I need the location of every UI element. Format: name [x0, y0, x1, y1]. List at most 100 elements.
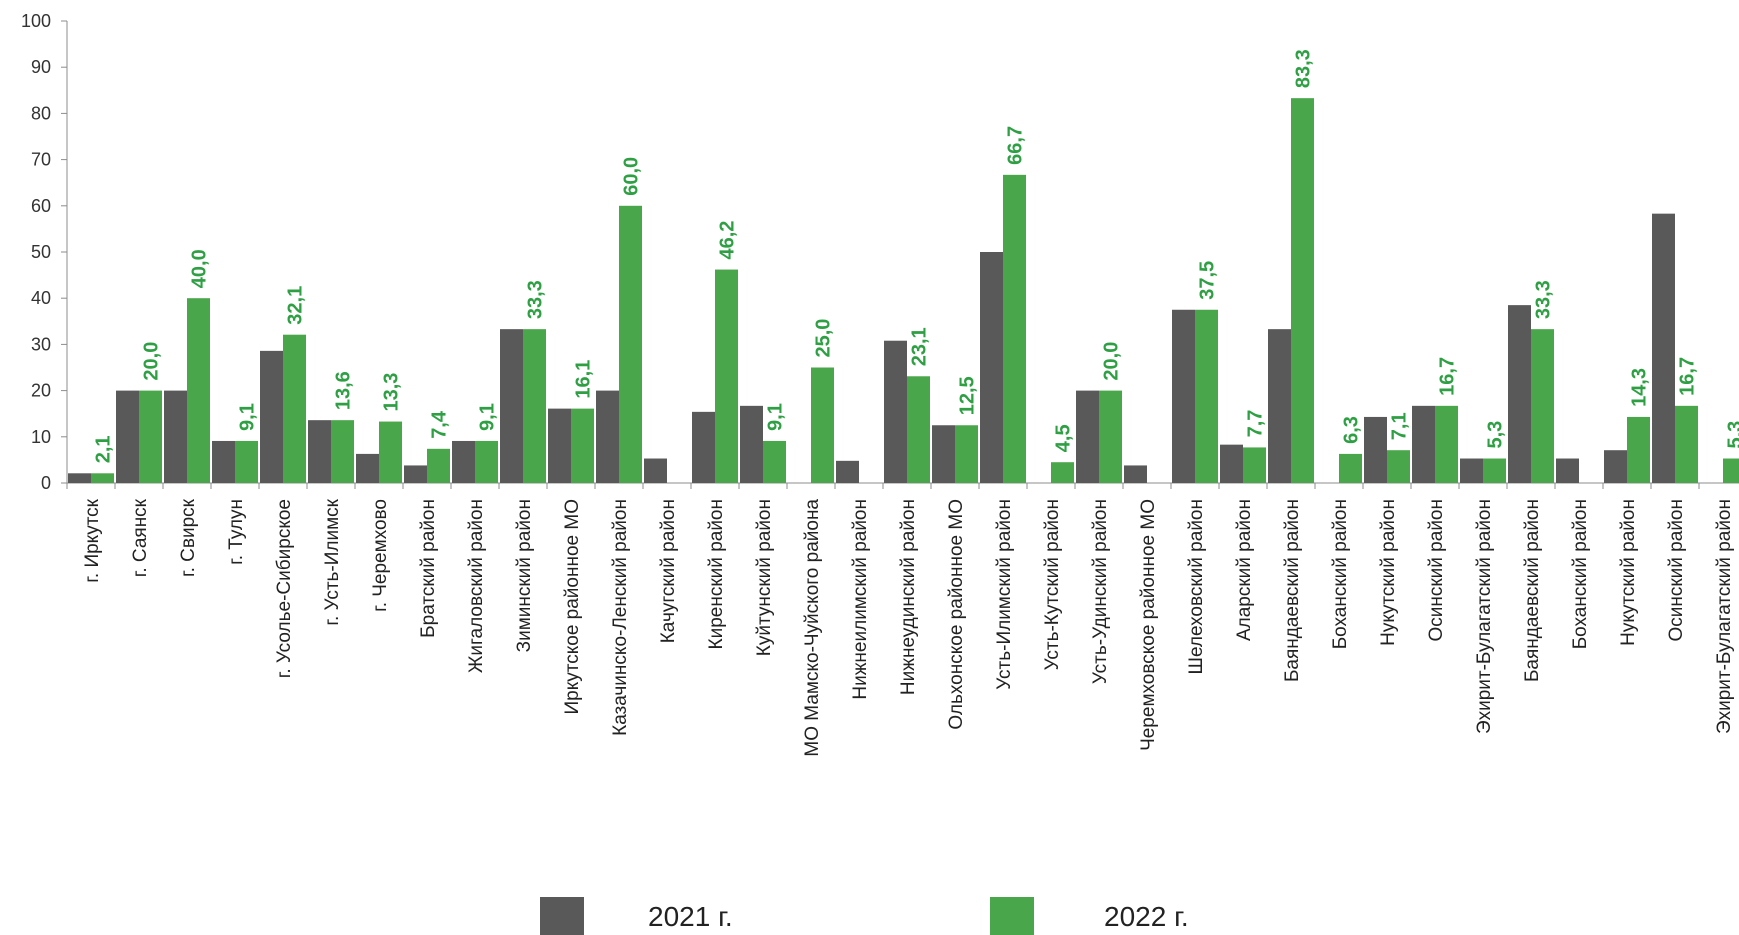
category-label: Усть-Илимский район — [994, 499, 1015, 690]
data-label: 60,0 — [621, 157, 643, 196]
bar-2021 — [1556, 458, 1579, 483]
y-tick-label: 70 — [31, 150, 51, 170]
bar-2022 — [1435, 405, 1458, 483]
legend: 2021 г. 2022 г. — [540, 897, 1189, 935]
bar-2022 — [907, 376, 930, 483]
bar-2022 — [283, 334, 306, 483]
legend-swatch-2021 — [540, 897, 584, 935]
data-label: 66,7 — [1005, 126, 1027, 165]
data-label: 46,2 — [717, 221, 739, 260]
bar-2021 — [980, 252, 1003, 483]
category-label: Ольхонское районное МО — [946, 499, 967, 730]
data-label: 33,3 — [525, 280, 547, 319]
data-label: 6,3 — [1341, 416, 1363, 444]
data-label: 16,7 — [1677, 357, 1699, 396]
data-label: 7,1 — [1389, 412, 1411, 440]
legend-label-2022: 2022 г. — [1104, 901, 1189, 932]
category-label: Казачинско-Ленский район — [610, 499, 631, 736]
y-tick-label: 40 — [31, 288, 51, 308]
category-label: Жигаловский район — [466, 499, 487, 673]
bar-2021 — [692, 411, 715, 483]
category-label: г. Усть-Илимск — [322, 498, 343, 625]
bar-2022 — [1243, 447, 1266, 483]
bar-2021 — [932, 425, 955, 483]
bar-2022 — [1195, 309, 1218, 483]
bar-2021 — [1460, 458, 1483, 483]
bar-2022 — [379, 421, 402, 483]
bars — [68, 98, 1739, 484]
bar-2021 — [836, 460, 859, 483]
bar-2022 — [1003, 174, 1026, 483]
data-label: 5,3 — [1725, 421, 1739, 449]
category-label: г. Тулун — [226, 499, 247, 565]
bar-2022 — [139, 390, 162, 483]
category-label: г. Свирск — [178, 498, 199, 577]
bar-2021 — [308, 420, 331, 483]
bar-2022 — [763, 440, 786, 483]
bar-2022 — [955, 425, 978, 483]
y-tick-label: 10 — [31, 427, 51, 447]
y-tick-label: 100 — [21, 11, 51, 31]
data-label: 9,1 — [237, 403, 259, 431]
data-label: 13,6 — [333, 371, 355, 410]
data-label: 20,0 — [1101, 342, 1123, 381]
category-label: Осинский район — [1666, 499, 1687, 642]
bar-2022 — [1099, 390, 1122, 483]
category-label: Боханский район — [1330, 499, 1351, 649]
category-label: Куйтунский район — [754, 499, 775, 656]
bar-2021 — [1508, 305, 1531, 483]
category-label: Братский район — [418, 499, 439, 638]
data-label: 40,0 — [189, 249, 211, 288]
data-label: 7,4 — [429, 410, 451, 439]
bar-2021 — [164, 390, 187, 483]
bar-2022 — [1387, 450, 1410, 483]
y-tick-label: 80 — [31, 103, 51, 123]
category-label: Усть-Кутский район — [1042, 499, 1063, 670]
category-label: г. Саянск — [130, 498, 151, 577]
bar-2021 — [884, 340, 907, 483]
data-label: 7,7 — [1245, 410, 1267, 438]
data-label: 20,0 — [141, 342, 163, 381]
data-label: 37,5 — [1197, 261, 1219, 300]
data-label: 9,1 — [765, 403, 787, 431]
data-label: 2,1 — [93, 435, 115, 463]
bar-2022 — [475, 440, 498, 483]
category-label: г. Усолье-Сибирское — [274, 499, 295, 678]
data-label: 33,3 — [1533, 280, 1555, 319]
y-tick-label: 30 — [31, 334, 51, 354]
bar-2022 — [715, 269, 738, 483]
y-tick-label: 60 — [31, 196, 51, 216]
y-tick-label: 20 — [31, 381, 51, 401]
bar-2021 — [644, 458, 667, 483]
bar-2022 — [1627, 416, 1650, 483]
data-label: 9,1 — [477, 403, 499, 431]
bar-2021 — [1604, 450, 1627, 483]
bar-2022 — [427, 448, 450, 483]
bar-2022 — [91, 473, 114, 483]
category-labels: г. Иркутск г. Саянск г. Свирск г. Тулун г. У… — [82, 498, 1735, 756]
category-label: г. Иркутск — [82, 498, 103, 582]
bar-2022 — [1483, 458, 1506, 483]
category-label: Иркутское районное МО — [562, 499, 583, 715]
bar-2021 — [1364, 416, 1387, 483]
bar-2021 — [740, 405, 763, 483]
bar-2022 — [1339, 453, 1362, 483]
category-label: Нукутский район — [1618, 499, 1639, 646]
data-label: 23,1 — [909, 327, 931, 366]
bar-2021 — [404, 465, 427, 483]
category-label: Шелеховский район — [1186, 499, 1207, 674]
bar-2022 — [1291, 98, 1314, 484]
bar-2021 — [1172, 309, 1195, 483]
category-label: Нижнеудинский район — [898, 499, 919, 695]
data-label: 25,0 — [813, 319, 835, 358]
bar-2021 — [116, 390, 139, 483]
category-label: Качугский район — [658, 499, 679, 643]
y-tick-label: 50 — [31, 242, 51, 262]
category-label: Аларский район — [1234, 499, 1255, 641]
bar-2021 — [1220, 444, 1243, 483]
bar-2021 — [1412, 405, 1435, 483]
data-label: 5,3 — [1485, 421, 1507, 449]
data-label: 16,7 — [1437, 357, 1459, 396]
bar-2021 — [452, 440, 475, 483]
